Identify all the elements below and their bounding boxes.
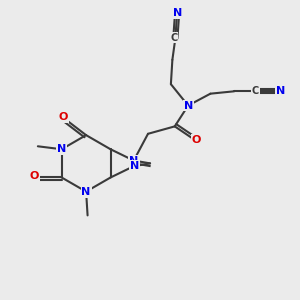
Text: N: N xyxy=(173,8,182,18)
Text: O: O xyxy=(58,112,68,122)
Text: N: N xyxy=(82,187,91,196)
Text: O: O xyxy=(29,171,39,181)
Text: N: N xyxy=(184,100,193,111)
Text: N: N xyxy=(129,156,138,166)
Text: O: O xyxy=(191,135,201,145)
Text: N: N xyxy=(57,144,66,154)
Text: N: N xyxy=(130,161,139,171)
Text: C: C xyxy=(170,32,178,43)
Text: N: N xyxy=(276,86,285,96)
Text: C: C xyxy=(252,86,259,96)
